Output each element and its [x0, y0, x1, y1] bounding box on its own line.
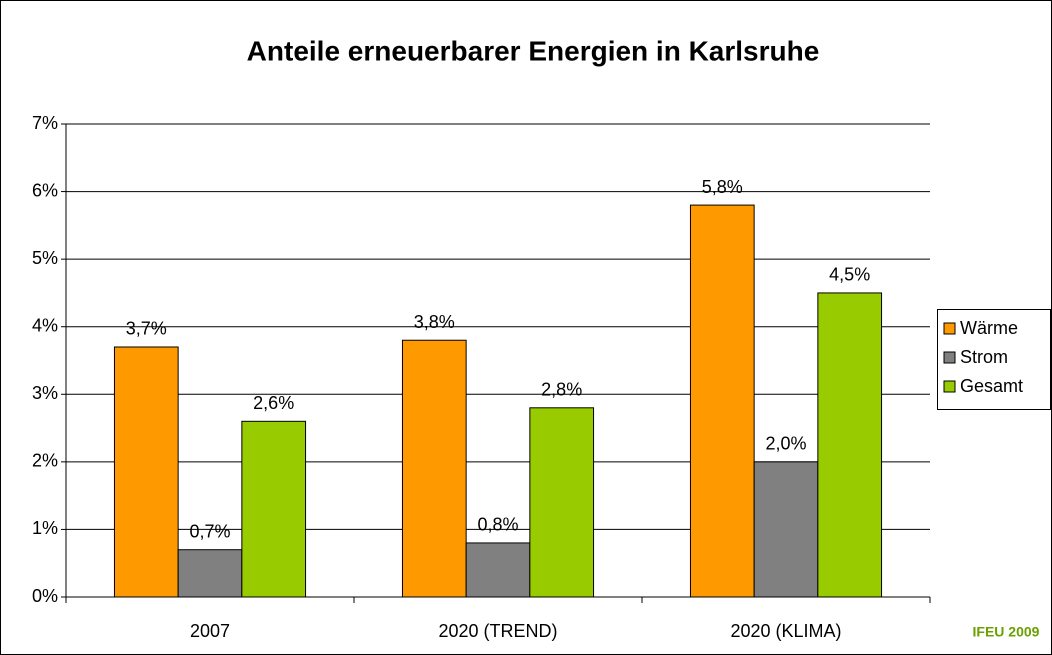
data-label: 2,6%: [253, 393, 294, 413]
y-tick-label: 4%: [32, 315, 58, 335]
chart-title: Anteile erneuerbarer Energien in Karlsru…: [247, 35, 820, 66]
x-tick-label: 2020 (TREND): [438, 621, 557, 641]
legend-label: Wärme: [960, 318, 1018, 338]
legend-label: Gesamt: [960, 376, 1023, 396]
legend-swatch: [943, 380, 956, 393]
y-tick-label: 1%: [32, 518, 58, 538]
data-label: 2,0%: [765, 434, 806, 454]
y-tick-label: 5%: [32, 248, 58, 268]
y-tick-label: 2%: [32, 451, 58, 471]
legend-swatch: [943, 322, 956, 335]
x-tick-label: 2007: [190, 621, 230, 641]
bar: [753, 461, 819, 598]
source-note: IFEU 2009: [973, 624, 1040, 640]
bar: [177, 549, 243, 598]
legend-label: Strom: [960, 347, 1008, 367]
data-label: 4,5%: [829, 265, 870, 285]
data-label: 0,8%: [477, 515, 518, 535]
y-tick-label: 6%: [32, 180, 58, 200]
bar: [817, 292, 883, 598]
y-tick-label: 0%: [32, 586, 58, 606]
legend-swatch: [943, 351, 956, 364]
bar: [241, 420, 307, 598]
data-label: 2,8%: [541, 380, 582, 400]
y-tick-label: 3%: [32, 383, 58, 403]
y-tick-label: 7%: [32, 113, 58, 133]
data-label: 0,7%: [189, 521, 230, 541]
bar: [113, 346, 179, 598]
data-label: 5,8%: [702, 177, 743, 197]
bar: [689, 204, 755, 598]
bar: [401, 339, 467, 598]
legend-box: [937, 309, 1051, 410]
data-label: 3,8%: [414, 312, 455, 332]
bar: [465, 542, 531, 598]
data-label: 3,7%: [126, 319, 167, 339]
bar: [529, 407, 595, 598]
x-tick-label: 2020 (KLIMA): [730, 621, 841, 641]
